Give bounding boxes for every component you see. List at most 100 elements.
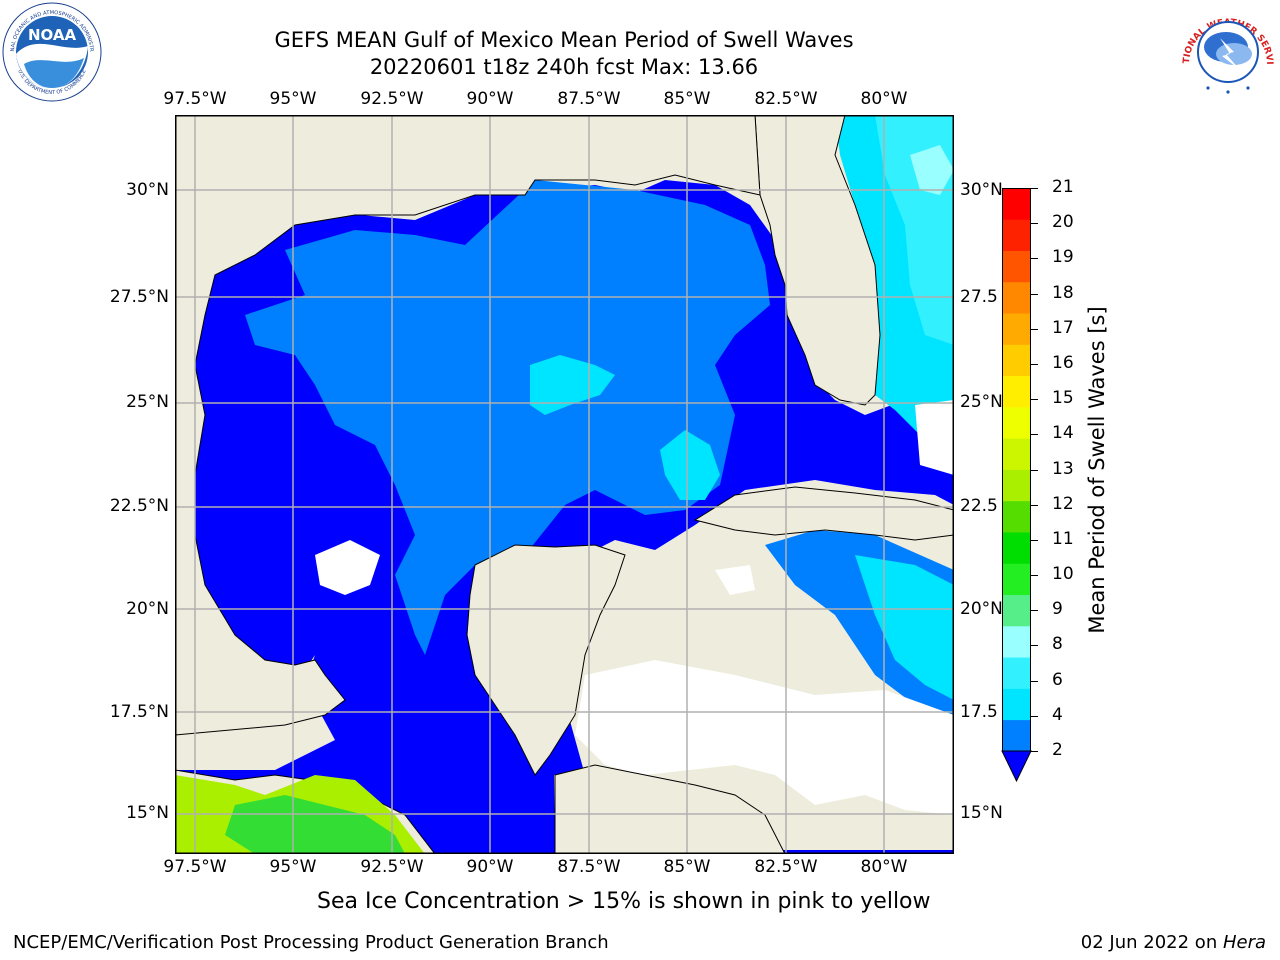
noaa-logo-text: NOAA (28, 26, 77, 44)
colorbar-label: Mean Period of Swell Waves [s] (1085, 306, 1109, 634)
colorbar-tick-label: 11 (1052, 528, 1074, 549)
lat-label-right: 15°N (960, 803, 1003, 823)
lat-label-right: 20°N (960, 599, 1003, 619)
swell-4-6s-pocket (530, 355, 615, 415)
lon-label-top: 95°W (269, 89, 317, 109)
lat-label-right: 27.5 (960, 287, 998, 307)
colorbar-band (1002, 500, 1031, 533)
colorbar-band (1002, 563, 1031, 596)
colorbar-tick-mark (1031, 363, 1038, 365)
colorbar-tick-mark (1031, 328, 1038, 330)
map-frame (175, 115, 954, 854)
yucatan-land (466, 544, 626, 776)
sea-ice-notice: Sea Ice Concentration > 15% is shown in … (317, 889, 931, 914)
colorbar-tick-mark (1031, 645, 1038, 647)
lon-label-bottom: 97.5°W (163, 857, 227, 877)
lon-label-bottom: 87.5°W (557, 857, 621, 877)
pacific-swell-field-green (225, 795, 405, 854)
colorbar-band (1002, 344, 1031, 377)
colorbar-tick-label: 15 (1052, 388, 1074, 409)
no-data-patch (715, 565, 755, 595)
footer-credit: NCEP/EMC/Verification Post Processing Pr… (13, 932, 609, 953)
lat-label-right: 25°N (960, 392, 1003, 412)
colorbar-band (1002, 625, 1031, 658)
no-data-patch (315, 540, 380, 595)
colorbar-tick-mark (1031, 680, 1038, 682)
colorbar-band (1002, 657, 1031, 689)
lon-label-bottom: 92.5°W (360, 857, 424, 877)
colorbar-tick-mark (1031, 751, 1038, 752)
colorbar-tick-label: 17 (1052, 317, 1074, 338)
lon-label-bottom: 85°W (663, 857, 711, 877)
lon-label-top: 97.5°W (163, 89, 227, 109)
lon-label-bottom: 80°W (860, 857, 908, 877)
colorbar (1001, 188, 1032, 783)
lat-label-left: 25°N (126, 392, 169, 412)
colorbar-band (1002, 532, 1031, 564)
no-data-patch (915, 400, 954, 475)
lat-label-left: 15°N (126, 803, 169, 823)
colorbar-band (1002, 469, 1031, 502)
colorbar-tick-mark (1031, 539, 1038, 541)
colorbar-band (1002, 375, 1031, 408)
colorbar-band (1002, 188, 1031, 220)
colorbar-extend-frame (1001, 750, 1032, 783)
colorbar-tick-label: 13 (1052, 458, 1074, 479)
gulf-swell-2-4s (245, 180, 770, 655)
colorbar-band (1002, 281, 1031, 314)
lon-label-top: 90°W (466, 89, 514, 109)
cuba-land (693, 486, 954, 541)
colorbar-band (1002, 250, 1031, 283)
lat-label-right: 22.5 (960, 496, 998, 516)
colorbar-tick-mark (1031, 258, 1038, 260)
lat-label-left: 17.5°N (109, 702, 169, 722)
colorbar-tick-mark (1031, 399, 1038, 401)
lon-label-bottom: 90°W (466, 857, 514, 877)
colorbar-band (1002, 406, 1031, 439)
lon-label-top: 85°W (663, 89, 711, 109)
noaa-logo: NATIONAL OCEANIC AND ATMOSPHERIC ADMINIS… (2, 2, 102, 102)
colorbar-tick-label: 21 (1052, 177, 1074, 197)
colorbar-tick-label: 4 (1052, 704, 1063, 725)
colorbar-tick-mark (1031, 223, 1038, 225)
colorbar-tick-label: 20 (1052, 212, 1074, 233)
colorbar-tick-label: 10 (1052, 564, 1074, 585)
map-panel (175, 115, 954, 854)
lon-label-top: 92.5°W (360, 89, 424, 109)
colorbar-tick-label: 2 (1052, 740, 1063, 760)
graticule (175, 115, 954, 854)
lon-label-bottom: 82.5°W (754, 857, 818, 877)
colorbar-band (1002, 594, 1031, 627)
chart-title: GEFS MEAN Gulf of Mexico Mean Period of … (274, 28, 854, 52)
lat-label-left: 27.5°N (109, 287, 169, 307)
colorbar-tick-label: 12 (1052, 493, 1074, 514)
chart-subtitle: 20220601 t18z 240h fcst Max: 13.66 (369, 55, 759, 79)
colorbar-band (1002, 438, 1031, 470)
no-data-patch (575, 660, 954, 815)
colorbar-band (1002, 719, 1031, 752)
colorbar-tick-label: 18 (1052, 282, 1074, 303)
lon-label-top: 80°W (860, 89, 908, 109)
footer-date: 02 Jun 2022 on Hera (1081, 932, 1266, 953)
lat-label-left: 20°N (126, 599, 169, 619)
caribbean-swell-4-6s (855, 555, 954, 700)
colorbar-tick-label: 14 (1052, 423, 1074, 444)
lon-label-top: 82.5°W (754, 89, 818, 109)
lon-label-bottom: 95°W (269, 857, 317, 877)
footer-date-text: 02 Jun 2022 on (1080, 932, 1223, 953)
lat-label-left: 30°N (126, 180, 169, 200)
honduras-land (554, 764, 786, 854)
colorbar-bands (1002, 188, 1031, 752)
gulf-coast-land (175, 115, 761, 736)
nws-logo: NATIONAL WEATHER SERVICE (1178, 2, 1277, 101)
colorbar-tick-label: 16 (1052, 352, 1074, 373)
lon-label-top: 87.5°W (557, 89, 621, 109)
atlantic-swell-8-9s (910, 145, 954, 195)
colorbar-tick-mark (1031, 434, 1038, 436)
colorbar-tick-mark (1031, 575, 1038, 577)
swell-4-6s-pocket (660, 430, 720, 500)
colorbar-band (1002, 688, 1031, 721)
colorbar-tick-mark (1031, 293, 1038, 295)
colorbar-tick-label: 9 (1052, 599, 1063, 620)
